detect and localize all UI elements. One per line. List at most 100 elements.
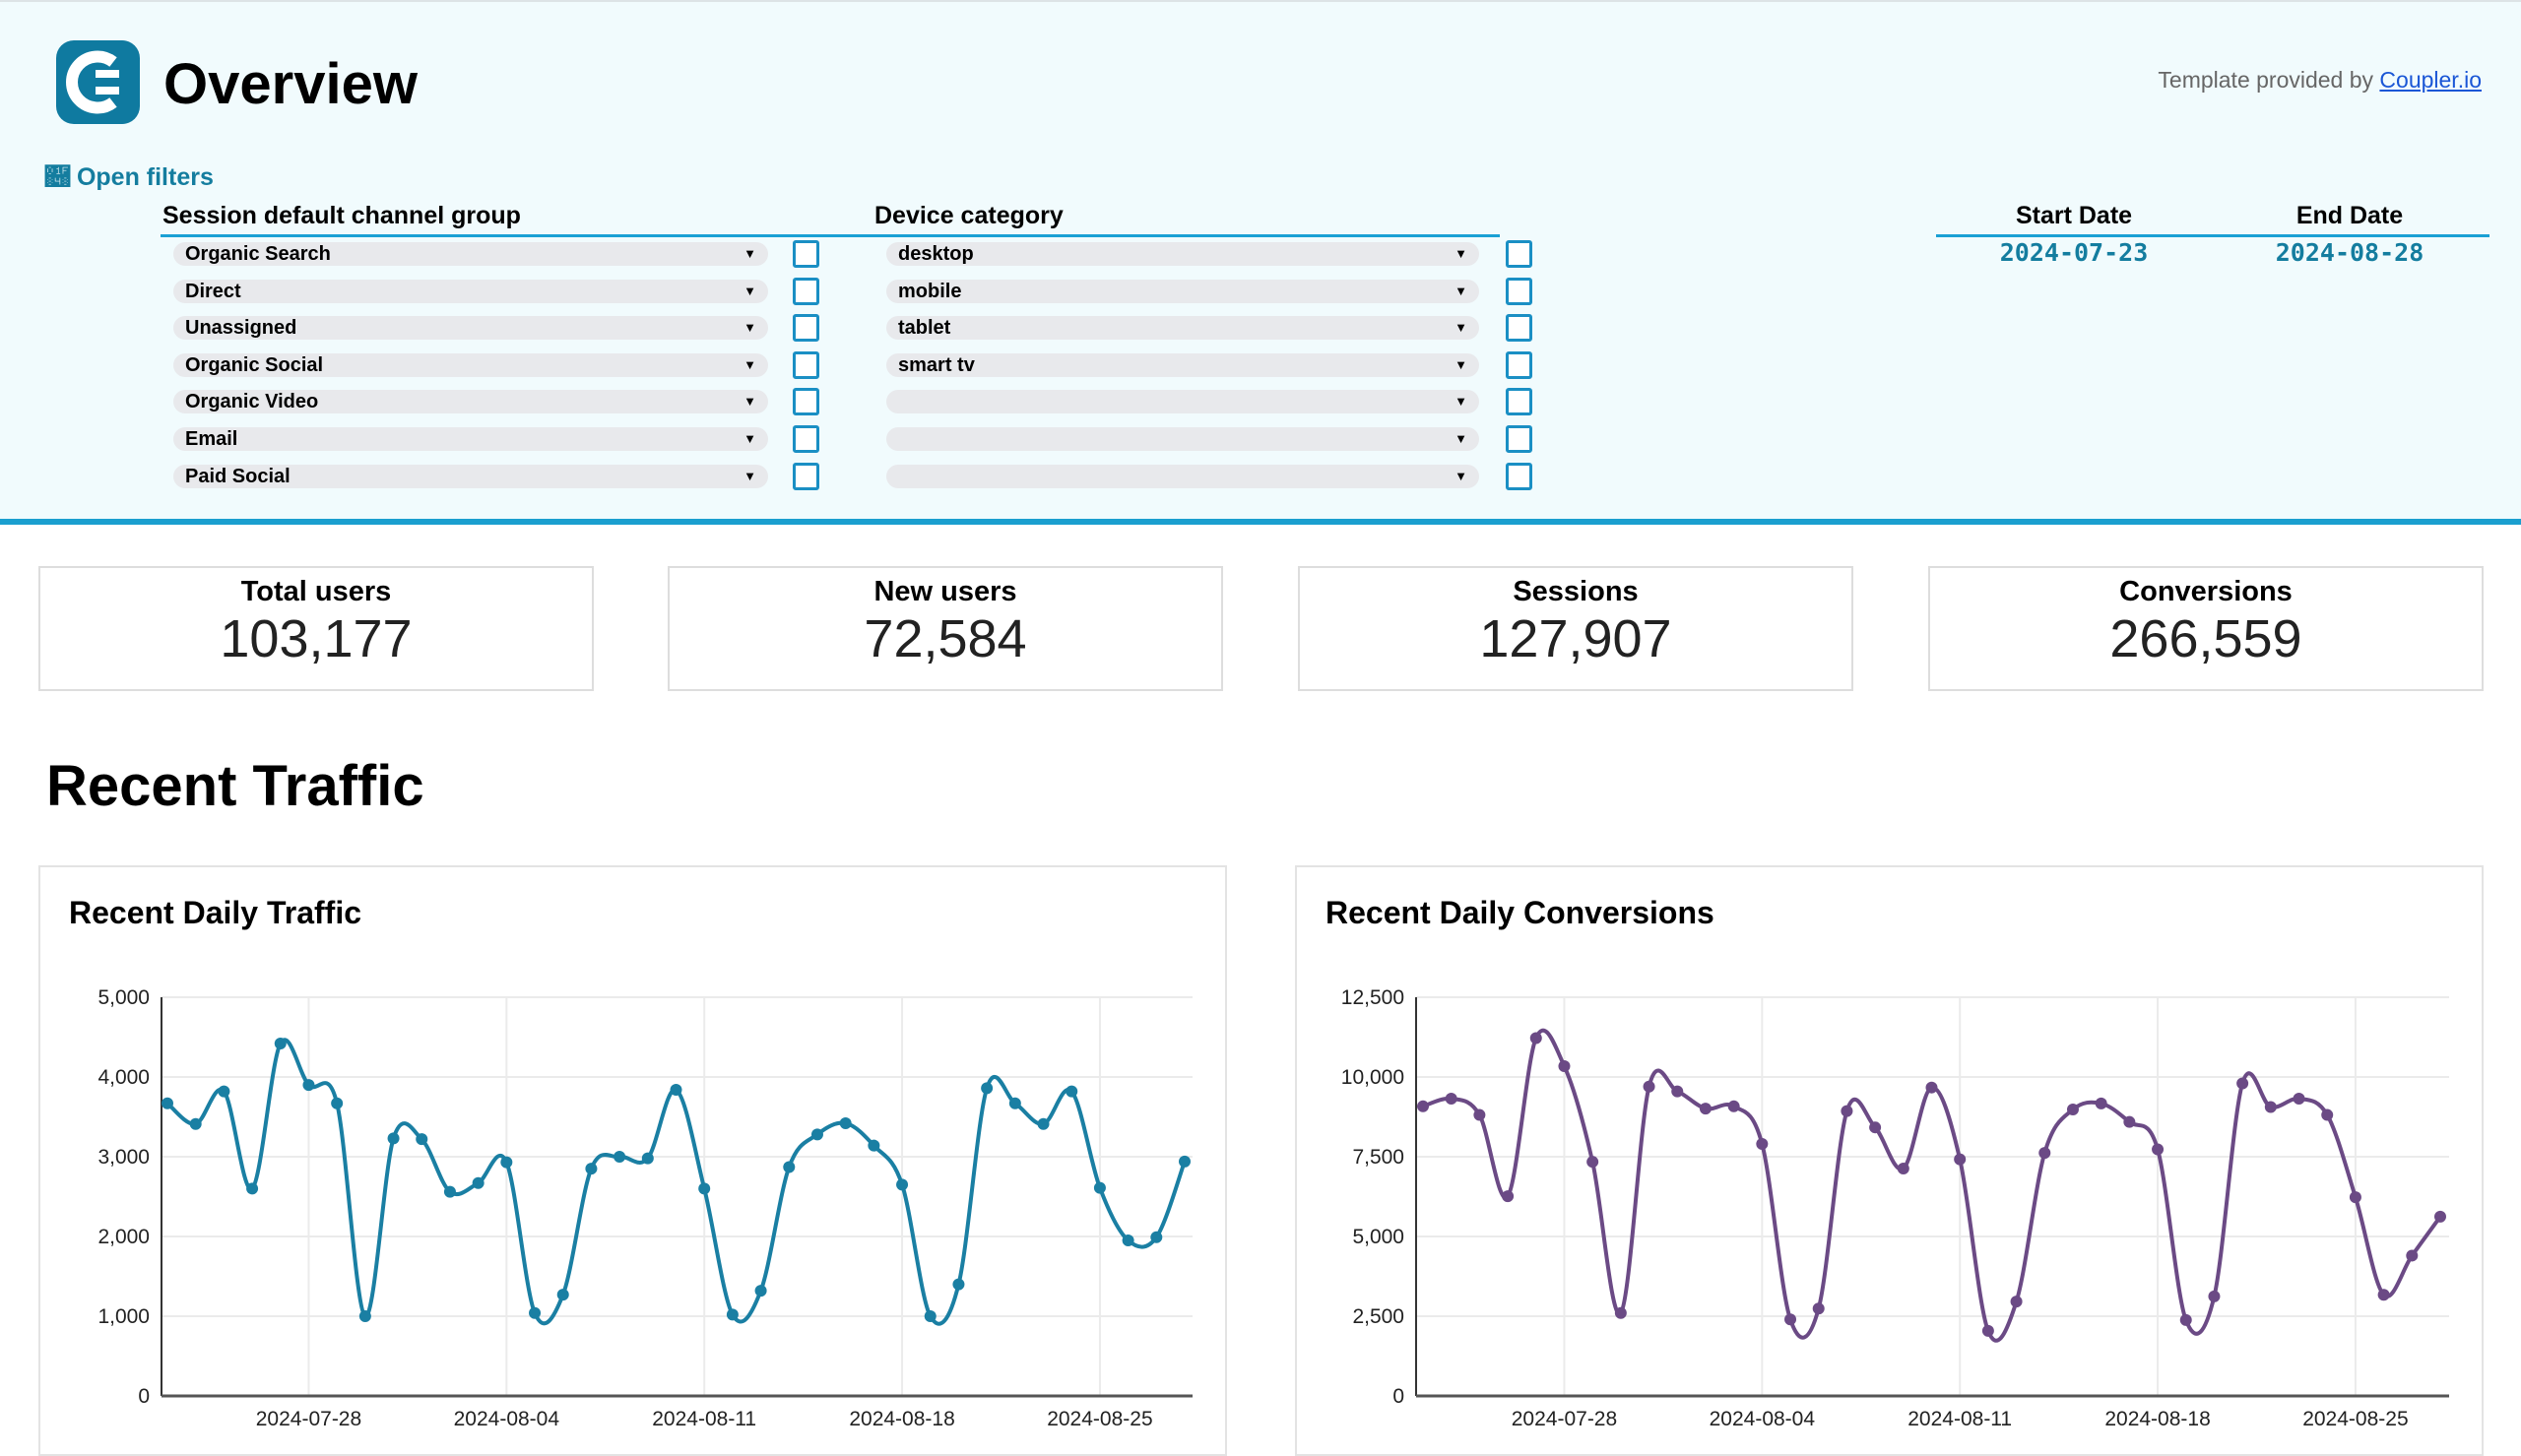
data-point: [2264, 1101, 2277, 1113]
data-point: [358, 1310, 371, 1322]
channel-group-dropdown[interactable]: Paid Social ▼: [173, 464, 768, 488]
device-category-checkbox[interactable]: [1506, 388, 1532, 416]
data-point: [1784, 1313, 1797, 1326]
channel-group-dropdown[interactable]: Organic Video ▼: [173, 390, 768, 414]
device-category-dropdown[interactable]: smart tv ▼: [886, 352, 1479, 377]
channel-group-label: Session default channel group: [162, 202, 521, 229]
channel-group-dropdown[interactable]: Direct ▼: [173, 279, 768, 303]
dropdown-value: Paid Social: [185, 465, 291, 487]
device-category-dropdown[interactable]: mobile ▼: [886, 279, 1479, 303]
data-point: [1586, 1156, 1599, 1169]
data-point: [529, 1306, 542, 1319]
y-tick-label: 7,500: [1352, 1146, 1404, 1169]
x-tick-label: 2024-08-04: [1710, 1408, 1816, 1430]
channel-group-checkbox[interactable]: [793, 314, 819, 343]
channel-group-checkbox[interactable]: [793, 240, 819, 268]
kpi-label: Total users: [240, 576, 392, 607]
data-point: [1897, 1162, 1909, 1174]
x-tick-label: 2024-08-18: [849, 1408, 954, 1430]
channel-group-dropdown[interactable]: Email ▼: [173, 427, 768, 451]
channel-group-checkbox[interactable]: [793, 350, 819, 379]
dropdown-arrow-icon: ▼: [1454, 283, 1467, 298]
data-point: [1756, 1138, 1769, 1151]
data-point: [641, 1152, 654, 1165]
channel-group-checkbox[interactable]: [793, 425, 819, 453]
device-category-dropdown[interactable]: ▼: [886, 464, 1479, 488]
end-date-label: End Date: [2295, 202, 2404, 229]
channel-group-dropdown[interactable]: Organic Search ▼: [173, 242, 768, 266]
device-category-checkbox[interactable]: [1506, 314, 1532, 343]
x-tick-label: 2024-08-11: [652, 1408, 756, 1430]
data-point: [1122, 1234, 1134, 1247]
data-point: [726, 1308, 739, 1321]
data-point: [2179, 1313, 2192, 1326]
data-point: [387, 1132, 400, 1145]
data-point: [952, 1278, 965, 1291]
data-point: [2349, 1191, 2361, 1204]
device-category-checkbox[interactable]: [1506, 240, 1532, 268]
coupler-link[interactable]: Coupler.io: [2379, 67, 2482, 93]
filter-header-panel: Overview Template provided by Coupler.io…: [0, 0, 2521, 525]
dropdown-arrow-icon: ▼: [743, 246, 756, 261]
chart-title: Recent Daily Traffic: [69, 895, 361, 930]
data-point: [1614, 1306, 1627, 1319]
open-filters-link[interactable]: 🡈 Open filters: [45, 163, 214, 192]
y-tick-label: 2,000: [97, 1226, 150, 1248]
dropdown-value: desktop: [898, 243, 974, 265]
kpi-total-users: Total users 103,177: [38, 566, 594, 691]
device-category-dropdown[interactable]: desktop ▼: [886, 242, 1479, 266]
dropdown-arrow-icon: ▼: [743, 320, 756, 336]
data-point: [443, 1185, 456, 1198]
kpi-label: New users: [873, 576, 1017, 607]
device-category-checkbox[interactable]: [1506, 277, 1532, 305]
x-tick-label: 2024-08-11: [1907, 1408, 2012, 1430]
data-point: [1643, 1080, 1655, 1093]
data-point: [1671, 1085, 1684, 1098]
channel-group-checkbox[interactable]: [793, 388, 819, 416]
data-point: [331, 1097, 344, 1109]
data-point: [1417, 1100, 1429, 1112]
device-category-checkbox[interactable]: [1506, 425, 1532, 453]
end-date-picker[interactable]: 2024-08-28: [2275, 238, 2424, 267]
filter-divider: [161, 234, 1500, 237]
channel-group-dropdown[interactable]: Unassigned ▼: [173, 316, 768, 341]
series-line: [165, 1038, 1187, 1326]
data-point: [162, 1097, 173, 1109]
section-title: Recent Traffic: [46, 754, 424, 818]
y-tick-label: 3,000: [97, 1146, 150, 1169]
dropdown-arrow-icon: ▼: [743, 283, 756, 298]
data-point: [1093, 1181, 1106, 1194]
data-point: [1502, 1190, 1515, 1203]
channel-group-checkbox[interactable]: [793, 462, 819, 490]
channel-group-dropdown[interactable]: Organic Social ▼: [173, 352, 768, 377]
x-tick-label: 2024-07-28: [1512, 1408, 1617, 1430]
data-point: [2377, 1289, 2390, 1301]
dropdown-value: Unassigned: [185, 317, 297, 340]
device-category-dropdown[interactable]: ▼: [886, 427, 1479, 451]
device-category-dropdown[interactable]: ▼: [886, 390, 1479, 414]
device-category-dropdown[interactable]: tablet ▼: [886, 316, 1479, 341]
page-title: Overview: [163, 52, 418, 116]
data-point: [1812, 1302, 1825, 1315]
series-line: [1422, 1028, 2442, 1343]
data-point: [1066, 1085, 1078, 1098]
dropdown-value: Organic Video: [185, 391, 319, 413]
y-tick-label: 2,500: [1352, 1305, 1404, 1328]
device-category-checkbox[interactable]: [1506, 462, 1532, 490]
device-category-checkbox[interactable]: [1506, 350, 1532, 379]
open-filters-label: Open filters: [76, 163, 214, 191]
kpi-value: 72,584: [864, 609, 1027, 668]
start-date-picker[interactable]: 2024-07-23: [1999, 238, 2149, 267]
dropdown-arrow-icon: ▼: [743, 468, 756, 483]
channel-group-checkbox[interactable]: [793, 277, 819, 305]
data-point: [2293, 1093, 2305, 1106]
kpi-label: Sessions: [1513, 576, 1639, 607]
dropdown-arrow-icon: ▼: [1454, 468, 1467, 483]
arrow-left-icon: 🡈: [45, 163, 70, 191]
data-point: [2095, 1097, 2107, 1109]
data-point: [1558, 1059, 1571, 1072]
data-point: [896, 1178, 909, 1191]
data-point: [2066, 1104, 2079, 1116]
x-tick-label: 2024-08-25: [2302, 1408, 2408, 1430]
